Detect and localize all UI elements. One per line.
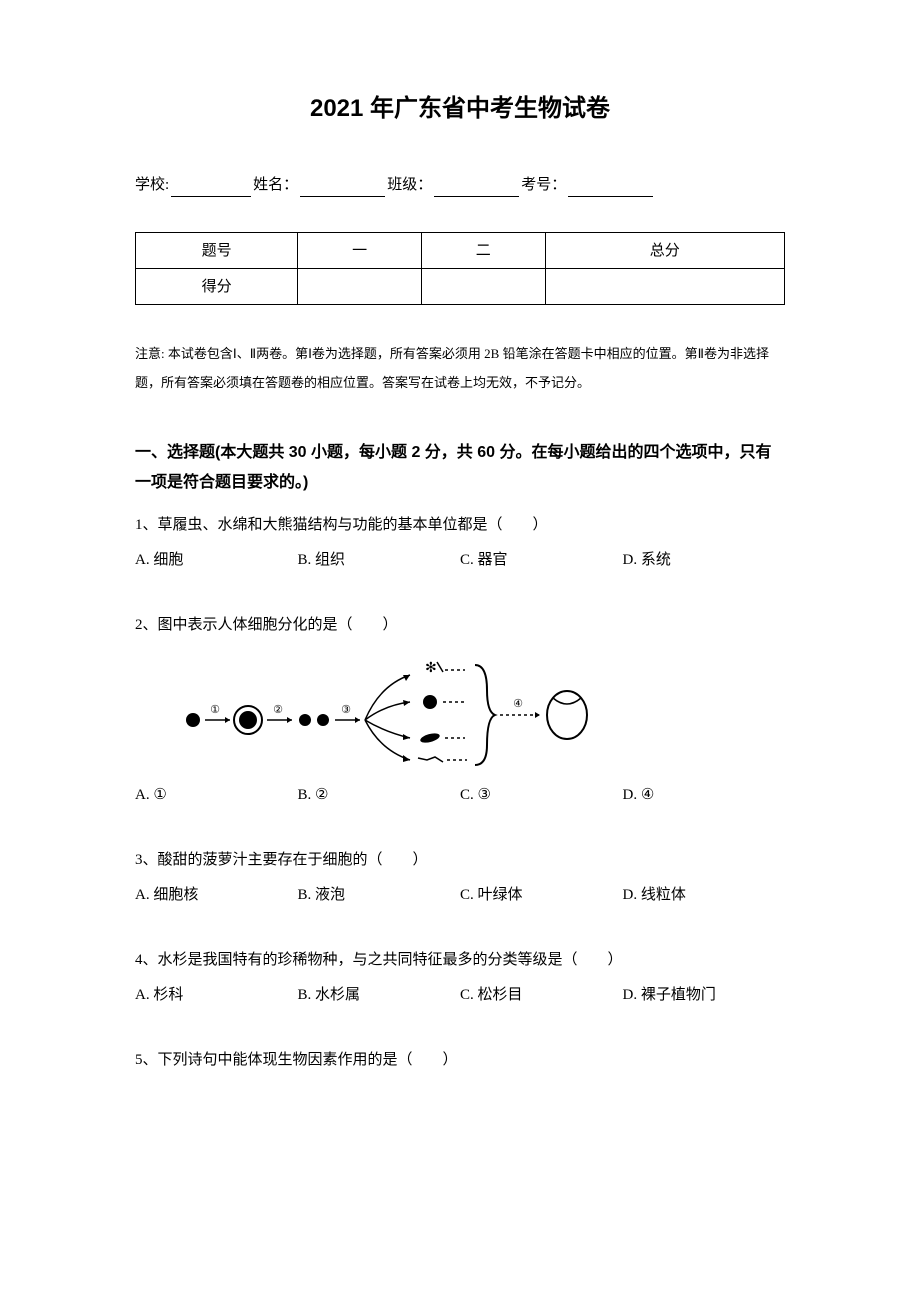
class-field: 班级： [387, 173, 521, 197]
header-total: 总分 [545, 233, 784, 269]
q1-option-a[interactable]: A. 细胞 [135, 545, 298, 575]
class-blank[interactable] [434, 179, 519, 197]
svg-text:②: ② [273, 704, 283, 716]
question-3: 3、酸甜的菠萝汁主要存在于细胞的（ ） A. 细胞核 B. 液泡 C. 叶绿体 … [135, 845, 785, 910]
q2-diagram: ① ② ③ ✻ [175, 650, 785, 770]
q4-option-d[interactable]: D. 裸子植物门 [623, 980, 786, 1010]
school-field: 学校: [135, 173, 253, 197]
name-label: 姓名： [253, 173, 298, 197]
school-label: 学校: [135, 173, 169, 197]
q4-options: A. 杉科 B. 水杉属 C. 松杉目 D. 裸子植物门 [135, 980, 785, 1010]
score-table: 题号 一 二 总分 得分 [135, 232, 785, 305]
exam-notice: 注意: 本试卷包含Ⅰ、Ⅱ两卷。第Ⅰ卷为选择题，所有答案必须用 2B 铅笔涂在答题… [135, 340, 785, 397]
question-5: 5、下列诗句中能体现生物因素作用的是（ ） [135, 1045, 785, 1075]
examno-label: 考号： [521, 173, 566, 197]
svg-text:✻: ✻ [425, 661, 437, 676]
table-row: 题号 一 二 总分 [136, 233, 785, 269]
q4-option-c[interactable]: C. 松杉目 [460, 980, 623, 1010]
name-field: 姓名： [253, 173, 387, 197]
q3-option-c[interactable]: C. 叶绿体 [460, 880, 623, 910]
q4-option-b[interactable]: B. 水杉属 [298, 980, 461, 1010]
q2-option-b[interactable]: B. ② [298, 780, 461, 810]
q1-option-c[interactable]: C. 器官 [460, 545, 623, 575]
class-label: 班级： [387, 173, 432, 197]
q2-option-a[interactable]: A. ① [135, 780, 298, 810]
header-col1: 一 [298, 233, 422, 269]
student-info-line: 学校: 姓名： 班级： 考号： [135, 173, 785, 197]
svg-text:④: ④ [513, 698, 523, 710]
school-blank[interactable] [171, 179, 251, 197]
q1-option-b[interactable]: B. 组织 [298, 545, 461, 575]
q2-option-c[interactable]: C. ③ [460, 780, 623, 810]
q3-option-d[interactable]: D. 线粒体 [623, 880, 786, 910]
question-4: 4、水杉是我国特有的珍稀物种，与之共同特征最多的分类等级是（ ） A. 杉科 B… [135, 945, 785, 1010]
score-cell-1[interactable] [298, 269, 422, 305]
question-2: 2、图中表示人体细胞分化的是（ ） ① ② ③ [135, 610, 785, 810]
q3-option-b[interactable]: B. 液泡 [298, 880, 461, 910]
q4-option-a[interactable]: A. 杉科 [135, 980, 298, 1010]
q1-options: A. 细胞 B. 组织 C. 器官 D. 系统 [135, 545, 785, 575]
svg-text:①: ① [210, 704, 220, 716]
q2-option-d[interactable]: D. ④ [623, 780, 786, 810]
q3-options: A. 细胞核 B. 液泡 C. 叶绿体 D. 线粒体 [135, 880, 785, 910]
question-1: 1、草履虫、水绵和大熊猫结构与功能的基本单位都是（ ） A. 细胞 B. 组织 … [135, 510, 785, 575]
examno-blank[interactable] [568, 179, 653, 197]
name-blank[interactable] [300, 179, 385, 197]
q4-text: 4、水杉是我国特有的珍稀物种，与之共同特征最多的分类等级是（ ） [135, 945, 785, 975]
section-1-title: 一、选择题(本大题共 30 小题，每小题 2 分，共 60 分。在每小题给出的四… [135, 438, 785, 499]
q1-option-d[interactable]: D. 系统 [623, 545, 786, 575]
cell-differentiation-diagram: ① ② ③ ✻ [175, 650, 595, 770]
q3-option-a[interactable]: A. 细胞核 [135, 880, 298, 910]
q5-text: 5、下列诗句中能体现生物因素作用的是（ ） [135, 1045, 785, 1075]
score-cell-2[interactable] [421, 269, 545, 305]
header-questionno: 题号 [136, 233, 298, 269]
exam-title: 2021 年广东省中考生物试卷 [135, 90, 785, 128]
examno-field: 考号： [521, 173, 655, 197]
q2-text: 2、图中表示人体细胞分化的是（ ） [135, 610, 785, 640]
table-row: 得分 [136, 269, 785, 305]
q2-options: A. ① B. ② C. ③ D. ④ [135, 780, 785, 810]
q3-text: 3、酸甜的菠萝汁主要存在于细胞的（ ） [135, 845, 785, 875]
score-cell-total[interactable] [545, 269, 784, 305]
q1-text: 1、草履虫、水绵和大熊猫结构与功能的基本单位都是（ ） [135, 510, 785, 540]
svg-text:③: ③ [341, 704, 351, 716]
header-col2: 二 [421, 233, 545, 269]
score-label: 得分 [136, 269, 298, 305]
